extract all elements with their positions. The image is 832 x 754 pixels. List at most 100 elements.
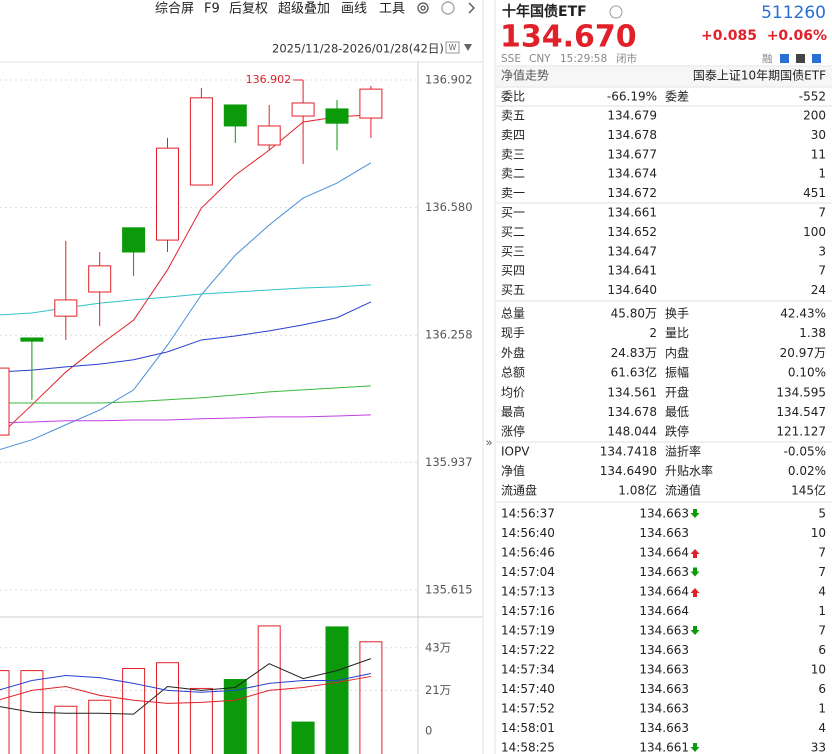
trade-volume: 10 — [811, 663, 826, 677]
trade-price: 134.664 — [639, 546, 689, 560]
stat-value: 145亿 — [791, 483, 826, 498]
stat-value: 2 — [649, 326, 657, 340]
settings-icon[interactable] — [417, 2, 429, 14]
trade-price: 134.663 — [639, 721, 689, 735]
moving-average — [0, 162, 372, 451]
trade-volume: 10 — [811, 526, 826, 540]
trade-volume: 7 — [818, 546, 826, 560]
trade-time: 14:57:52 — [501, 702, 555, 716]
stat-value: 134.547 — [776, 405, 826, 419]
currency: CNY — [529, 53, 551, 65]
stat-label: IOPV — [501, 445, 530, 459]
trade-time: 14:57:19 — [501, 624, 555, 638]
stat-label: 最高 — [501, 404, 525, 419]
toolbar-item[interactable]: 画线 — [341, 2, 367, 17]
toolbar-item[interactable]: 超级叠加 — [278, 2, 330, 17]
trade-volume: 4 — [818, 585, 826, 599]
y-tick-label: 136.258 — [425, 328, 473, 342]
fund-name: 国泰上证10年期国债ETF — [693, 69, 826, 83]
tool-icon-2[interactable] — [812, 54, 821, 63]
toolbar-item[interactable]: 后复权 — [229, 1, 268, 17]
trade-arrow-down — [690, 509, 700, 518]
price-change: +0.085 — [701, 28, 757, 44]
row-label: 委差 — [665, 90, 689, 104]
book-volume: 11 — [811, 147, 826, 161]
volume-plot — [0, 625, 383, 754]
book-volume: 24 — [811, 283, 826, 297]
trade-time: 14:57:34 — [501, 663, 555, 677]
market-status: 闭市 — [616, 52, 637, 65]
w-icon[interactable] — [445, 41, 460, 54]
stat-value: 148.044 — [607, 425, 657, 439]
trade-volume: 1 — [818, 702, 826, 716]
next-icon[interactable] — [468, 2, 475, 14]
toolbar-item[interactable]: 工具 — [379, 2, 405, 17]
edit-icon[interactable] — [780, 54, 789, 63]
trade-volume: 33 — [811, 741, 826, 754]
volume-average — [0, 658, 372, 715]
trade-price: 134.664 — [639, 604, 689, 618]
stat-value: 121.127 — [776, 425, 826, 439]
book-label: 买四 — [501, 264, 525, 278]
book-label: 卖四 — [501, 128, 525, 142]
candle-body — [359, 88, 383, 119]
stat-value: 1.08亿 — [618, 483, 657, 498]
stat-value: 1.38 — [799, 326, 826, 340]
nav-link[interactable]: 净值走势 — [501, 68, 549, 83]
book-volume: 7 — [818, 206, 826, 220]
dropdown-arrow[interactable] — [464, 44, 472, 51]
volume-tick-label: 21万 — [425, 683, 451, 697]
candle-body — [189, 97, 213, 186]
book-price: 134.672 — [607, 186, 657, 200]
moving-average — [0, 114, 371, 436]
info-icon[interactable] — [609, 5, 623, 19]
last-price: 134.670 — [500, 20, 637, 55]
toolbar-item[interactable]: 综合屏 — [155, 2, 194, 17]
stat-label: 总量 — [501, 307, 525, 321]
stat-label: 流通盘 — [501, 483, 537, 498]
volume-bar — [88, 699, 112, 754]
volume-tick-label: 43万 — [425, 640, 451, 654]
book-volume: 7 — [818, 264, 826, 278]
trade-price: 134.663 — [639, 526, 689, 540]
stat-value: -0.05% — [784, 445, 826, 459]
row-value: -552 — [799, 90, 826, 104]
exchange: SSE — [501, 53, 521, 65]
trade-price: 134.663 — [639, 663, 689, 677]
trade-volume: 7 — [818, 565, 826, 579]
candle-body — [122, 227, 146, 253]
trade-arrow-down — [690, 743, 700, 752]
stat-value: 45.80万 — [611, 307, 657, 321]
toolbar-item[interactable]: F9 — [204, 2, 220, 17]
stat-label: 总额 — [501, 366, 525, 380]
candle-body — [0, 367, 10, 436]
book-price: 134.640 — [607, 283, 657, 297]
book-price: 134.679 — [607, 109, 657, 123]
candle-body — [54, 299, 78, 317]
y-tick-label: 135.937 — [425, 455, 473, 469]
trade-time: 14:57:13 — [501, 585, 555, 599]
y-tick-label: 135.615 — [425, 583, 473, 597]
stat-value: 134.7418 — [600, 445, 657, 459]
book-label: 买五 — [501, 283, 525, 297]
tool-icon[interactable] — [796, 54, 805, 63]
book-price: 134.677 — [607, 147, 657, 161]
candle-body — [257, 125, 281, 146]
book-price: 134.641 — [607, 264, 657, 278]
trade-arrow-up — [690, 588, 700, 597]
stat-value: 24.83万 — [611, 346, 657, 360]
candle-body — [325, 108, 349, 124]
stat-label: 现手 — [501, 326, 525, 340]
trade-time: 14:57:04 — [501, 565, 555, 579]
trade-price: 134.663 — [639, 643, 689, 657]
book-volume: 3 — [818, 244, 826, 258]
stat-label: 溢折率 — [665, 444, 701, 459]
help-icon[interactable] — [441, 1, 455, 15]
trade-volume: 6 — [818, 643, 826, 657]
side-toggle[interactable]: » — [485, 436, 492, 450]
w-icon-glyph: W — [449, 43, 457, 52]
book-label: 卖三 — [501, 147, 525, 161]
quote-time: 15:29:58 — [560, 53, 607, 65]
stat-label: 开盘 — [665, 384, 689, 399]
